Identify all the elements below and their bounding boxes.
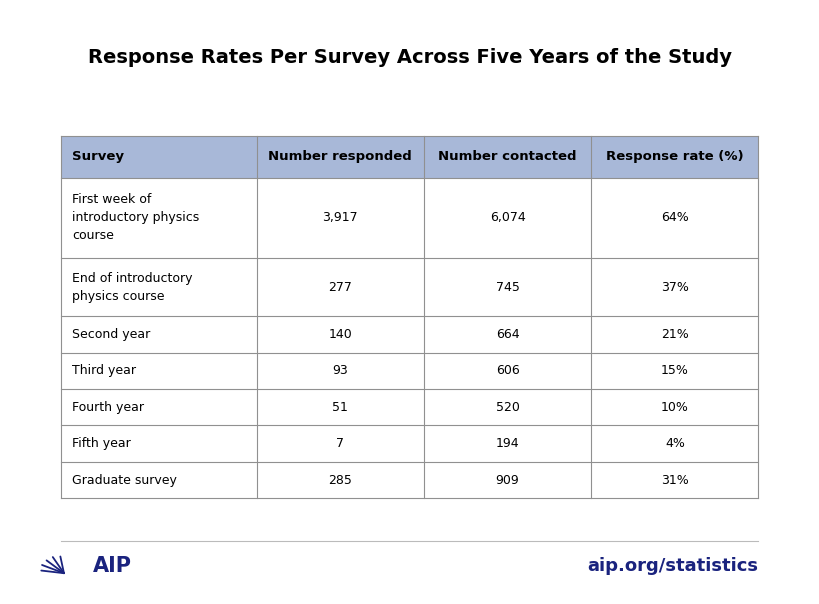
Text: AIP: AIP (93, 556, 132, 576)
Text: 64%: 64% (660, 211, 688, 224)
Text: 4%: 4% (664, 437, 684, 450)
Text: 37%: 37% (660, 280, 688, 294)
Text: 21%: 21% (660, 328, 688, 341)
Text: 3,917: 3,917 (322, 211, 358, 224)
Bar (61, 136, 758, 178)
Text: Fourth year: Fourth year (72, 400, 144, 414)
Text: Number contacted: Number contacted (438, 150, 576, 163)
Text: 285: 285 (328, 474, 352, 487)
Text: 664: 664 (495, 328, 518, 341)
Text: Graduate survey: Graduate survey (72, 474, 177, 487)
Text: Response Rates Per Survey Across Five Years of the Study: Response Rates Per Survey Across Five Ye… (88, 48, 731, 67)
Text: Fifth year: Fifth year (72, 437, 131, 450)
Text: 7: 7 (336, 437, 344, 450)
Text: 51: 51 (332, 400, 348, 414)
Text: 909: 909 (495, 474, 518, 487)
Text: aip.org/statistics: aip.org/statistics (586, 557, 758, 575)
Text: 520: 520 (495, 400, 519, 414)
Text: 93: 93 (332, 364, 348, 378)
Text: 606: 606 (495, 364, 518, 378)
Text: Third year: Third year (72, 364, 136, 378)
Text: Number responded: Number responded (268, 150, 412, 163)
Text: Second year: Second year (72, 328, 150, 341)
Text: 745: 745 (495, 280, 519, 294)
Text: 31%: 31% (660, 474, 688, 487)
Text: End of introductory
physics course: End of introductory physics course (72, 272, 192, 303)
Text: 140: 140 (328, 328, 351, 341)
Text: 194: 194 (495, 437, 518, 450)
Text: 15%: 15% (660, 364, 688, 378)
Text: 6,074: 6,074 (489, 211, 525, 224)
Text: First week of
introductory physics
course: First week of introductory physics cours… (72, 193, 199, 242)
Text: Survey: Survey (72, 150, 124, 163)
Text: Response rate (%): Response rate (%) (605, 150, 743, 163)
Text: 277: 277 (328, 280, 352, 294)
Text: 10%: 10% (660, 400, 688, 414)
